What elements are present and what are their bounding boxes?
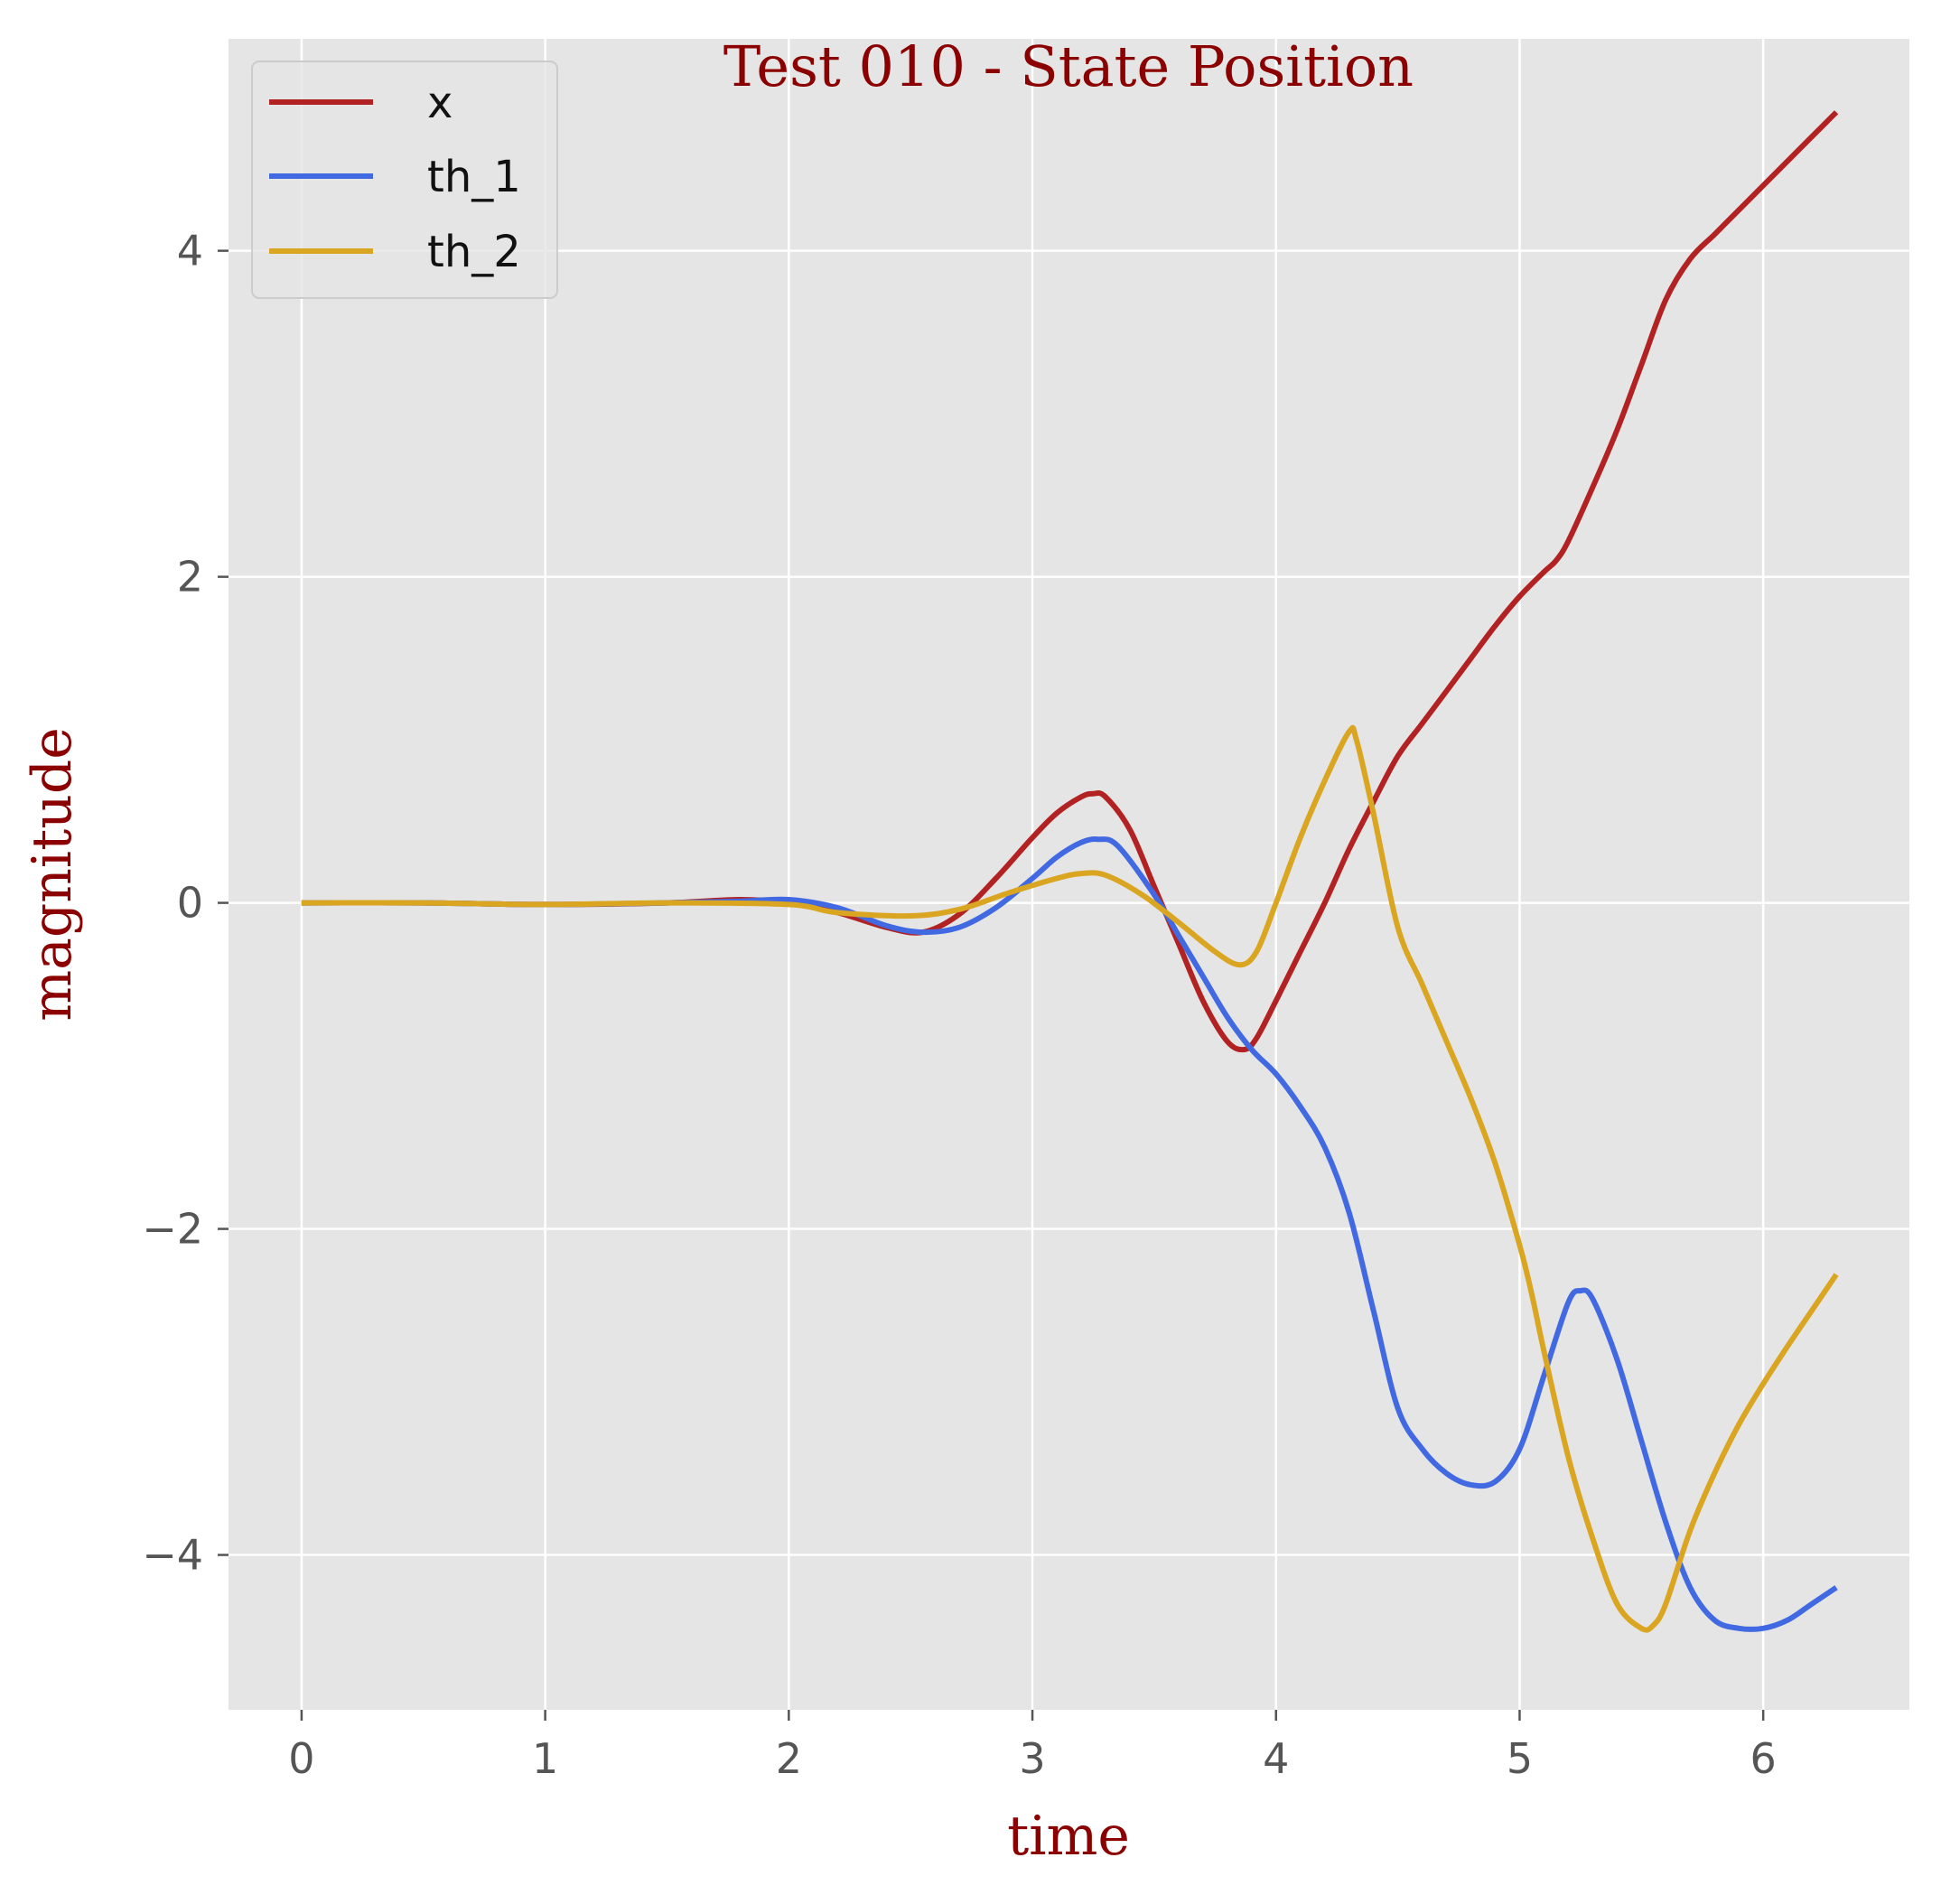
y-tick-label: −2 bbox=[142, 1205, 203, 1254]
data-series bbox=[301, 110, 1839, 1633]
y-tick-label: 2 bbox=[177, 553, 203, 602]
chart-title: Test 010 - State Position bbox=[723, 33, 1414, 99]
x-tick-label: 6 bbox=[1750, 1734, 1777, 1783]
legend-label-th-1: th_1 bbox=[427, 152, 521, 202]
y-tick-label: 0 bbox=[177, 879, 203, 928]
y-axis-ticks: −4 −2 0 2 4 bbox=[142, 227, 229, 1580]
x-tick-label: 1 bbox=[532, 1734, 558, 1783]
y-axis-label: magnitude bbox=[21, 727, 84, 1022]
x-axis-label: time bbox=[1007, 1805, 1130, 1868]
x-axis-ticks: 0 1 2 3 4 5 6 bbox=[288, 1710, 1777, 1783]
series-line-th-1 bbox=[301, 836, 1838, 1632]
x-tick-label: 3 bbox=[1019, 1734, 1045, 1783]
y-tick-label: 4 bbox=[177, 227, 203, 275]
series-line-th-2 bbox=[301, 724, 1839, 1633]
x-tick-label: 4 bbox=[1263, 1734, 1289, 1783]
y-tick-label: −4 bbox=[142, 1531, 203, 1580]
grid-lines bbox=[229, 39, 1909, 1710]
x-tick-label: 0 bbox=[288, 1734, 314, 1783]
x-tick-label: 2 bbox=[776, 1734, 802, 1783]
legend-label-th-2: th_2 bbox=[427, 227, 521, 277]
legend: x th_1 th_2 bbox=[251, 61, 558, 299]
legend-box bbox=[251, 61, 558, 299]
x-tick-label: 5 bbox=[1507, 1734, 1533, 1783]
legend-label-x: x bbox=[427, 78, 453, 128]
